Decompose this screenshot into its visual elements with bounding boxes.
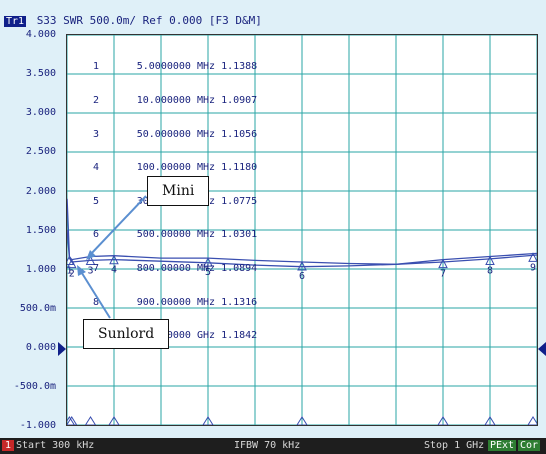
stimulus-marker[interactable] [67,416,78,425]
status-bar: 1 Start 300 kHz IFBW 70 kHz Stop 1 GHz P… [0,438,546,454]
ifbw-setting[interactable]: IFBW 70 kHz [234,440,301,451]
marker-label: 7 [440,269,446,280]
marker-row[interactable]: 2 10.000000 MHz 1.0907 [92,95,258,107]
marker-label: 8 [487,266,493,277]
y-tick-label: 0.000 [25,342,56,353]
y-tick-label: 1.500 [25,225,56,236]
instrument-top-strip [0,0,546,13]
callout-sunlord: Sunlord [83,319,170,349]
marker-6[interactable] [297,260,307,271]
ref-level-left-arrow[interactable] [58,342,66,356]
stimulus-marker[interactable] [296,416,308,425]
marker-label: 5 [205,267,211,278]
marker-label: 6 [299,271,305,282]
stimulus-marker[interactable] [202,416,214,425]
y-tick-label: 2.000 [25,186,56,197]
marker-row[interactable]: 3 50.000000 MHz 1.1056 [92,128,258,140]
marker-9[interactable] [528,252,537,262]
marker-row[interactable]: 6 500.00000 MHz 1.0301 [92,229,258,241]
marker-5[interactable] [203,256,213,267]
ref-level-right-arrow[interactable] [538,342,546,356]
trace-title-text: S33 SWR 500.0m/ Ref 0.000 [F3 D&M] [36,14,262,27]
marker-4[interactable] [109,254,119,265]
stimulus-marker[interactable] [108,416,120,425]
marker-label: 4 [111,265,117,276]
series-group [67,198,537,268]
y-tick-label: 2.500 [25,146,56,157]
start-frequency[interactable]: Start 300 kHz [16,440,95,451]
trace-sunlord [67,229,537,268]
trace-tag[interactable]: Tr1 [4,16,27,27]
channel-badge[interactable]: 1 [2,440,15,451]
swr-chart: 12 3 4 5 6 7 8 9 [67,35,537,425]
pext-badge[interactable]: PExt [488,440,517,451]
grid [67,35,537,425]
y-tick-label: 500.0m [19,303,56,314]
y-tick-label: 1.000 [25,264,56,275]
marker-row[interactable]: 4 100.00000 MHz 1.1180 [92,162,258,174]
marker-8[interactable] [485,255,495,266]
y-tick-label: -1.000 [19,420,56,431]
marker-2[interactable] [67,258,77,269]
marker-row[interactable]: 1 5.0000000 MHz 1.1388 [92,61,258,73]
marker-label: 1 [67,266,72,277]
marker-label: 2 [69,269,75,280]
y-tick-label: 3.500 [25,68,56,79]
trace-title-bar: Tr1 S33 SWR 500.0m/ Ref 0.000 [F3 D&M] [4,14,262,28]
stop-frequency[interactable]: Stop 1 GHz [424,440,485,451]
cor-badge[interactable]: Cor [518,440,541,451]
marker-row[interactable]: 7 800.00000 MHz 1.0894 [92,263,258,275]
stimulus-marker[interactable] [67,416,75,425]
y-tick-label: -500.0m [13,381,56,392]
marker-7[interactable] [438,258,448,269]
stimulus-marker[interactable] [527,416,537,425]
trace-mini [67,198,537,265]
marker-3[interactable] [85,255,96,266]
marker-label: 9 [530,262,536,273]
y-tick-label: 3.000 [25,107,56,118]
stimulus-marker[interactable] [84,416,97,425]
callout-mini: Mini [147,176,210,206]
y-tick-label: 4.000 [25,29,56,40]
stimulus-marker[interactable] [437,416,449,425]
stimulus-marker[interactable] [484,416,496,425]
marker-row[interactable]: 8 900.00000 MHz 1.1316 [92,296,258,308]
